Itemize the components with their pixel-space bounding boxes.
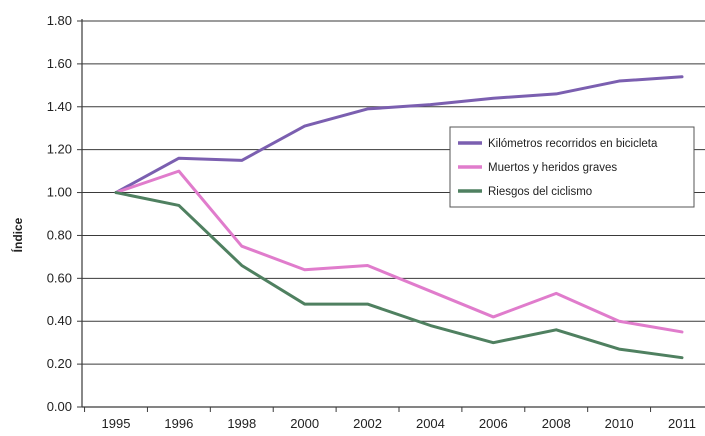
legend-label: Kilómetros recorridos en bicicleta: [488, 138, 658, 150]
x-tick-label: 2011: [668, 416, 696, 431]
series-line: [114, 191, 684, 360]
x-tick-label: 1998: [227, 416, 256, 431]
x-tick-label: 2006: [479, 416, 508, 431]
legend-label: Riesgos del ciclismo: [488, 186, 592, 198]
series-line: [114, 169, 684, 334]
y-tick-label: 1.20: [47, 142, 72, 157]
y-tick-labels: 0.00 0.20 0.40 0.60 0.80 1.00 1.20 1.40 1.60 1.80: [47, 13, 72, 414]
gridlines: [82, 20, 705, 365]
y-tick-label: 1.60: [47, 56, 72, 71]
axes: [77, 19, 705, 412]
y-tick-label: 0.20: [47, 356, 72, 371]
x-tick-label: 2004: [416, 416, 445, 431]
y-tick-label: 0.80: [47, 227, 72, 242]
y-tick-label: 0.00: [47, 399, 72, 414]
y-tick-label: 1.80: [47, 13, 72, 28]
x-tick-label: 2008: [542, 416, 571, 431]
legend: Kilómetros recorridos en bicicleta Muerto…: [449, 126, 695, 208]
x-tick-label: 1996: [164, 416, 193, 431]
series-line: [114, 75, 684, 195]
y-axis-label: Índice: [10, 217, 25, 252]
y-tick-label: 1.40: [47, 99, 72, 114]
y-tick-label: 1.00: [47, 185, 72, 200]
x-tick-labels: 1995 1996 1998 2000 2002 2004 2006 2008 2010 2011: [102, 416, 696, 431]
y-tick-label: 0.60: [47, 270, 72, 285]
series-lines: [114, 75, 684, 360]
x-tick-label: 2002: [353, 416, 382, 431]
legend-box: [449, 126, 695, 208]
legend-label: Muertos y heridos graves: [488, 162, 617, 174]
y-tick-label: 0.40: [47, 313, 72, 328]
x-tick-label: 2010: [605, 416, 634, 431]
x-tick-label: 1995: [102, 416, 131, 431]
x-tick-label: 2000: [290, 416, 319, 431]
